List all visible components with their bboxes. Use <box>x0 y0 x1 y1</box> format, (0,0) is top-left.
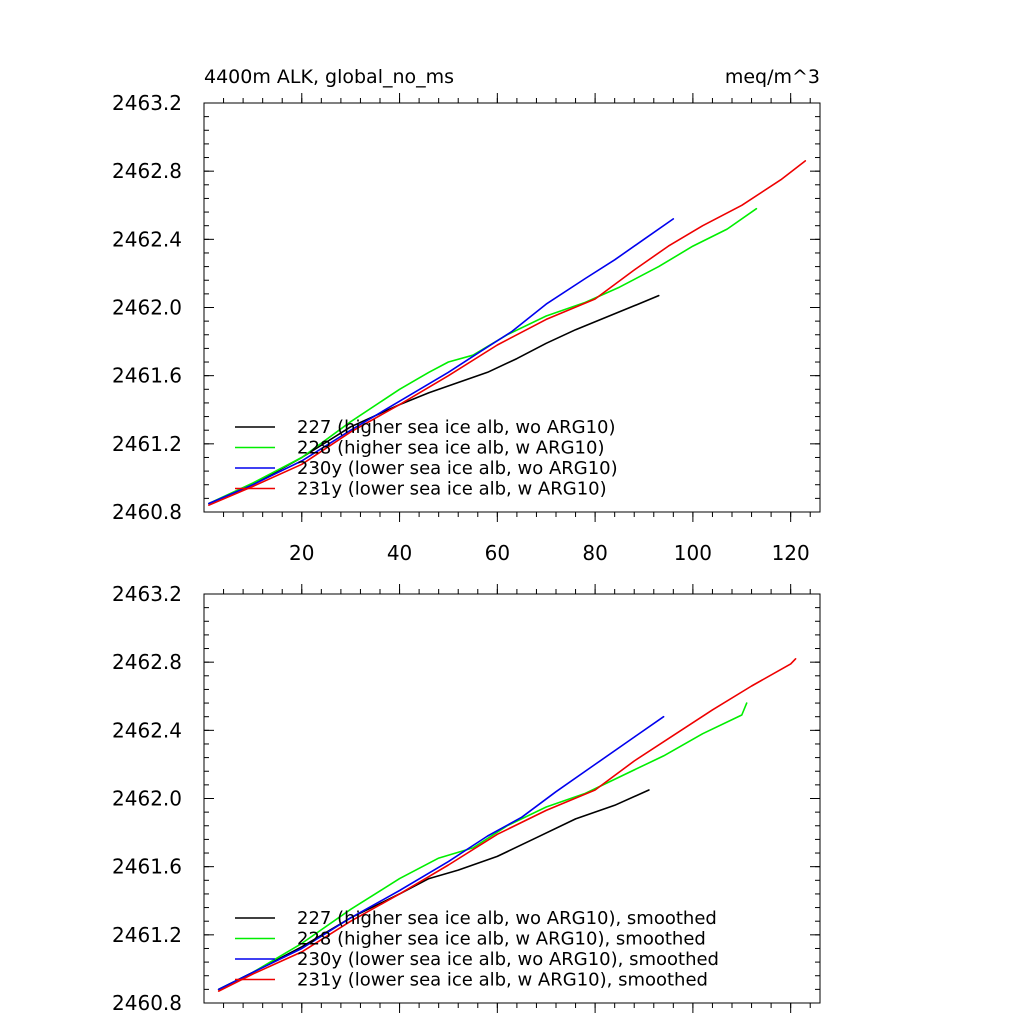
legend-entry: 227 (higher sea ice alb, wo ARG10) <box>297 417 616 438</box>
bottom-panel: 2460.8 2461.2 2461.6 2462.0 2462.4 2462.8 2463… <box>112 582 821 1015</box>
series-line-230y <box>208 218 675 505</box>
x-tick-label: 60 <box>485 541 510 565</box>
y-tick-label: 2463.2 <box>112 582 182 606</box>
legend-entry: 231y (lower sea ice alb, w ARG10), smoot… <box>297 970 708 991</box>
legend-entry: 230y (lower sea ice alb, wo ARG10) <box>297 458 618 479</box>
y-tick-label: 2461.2 <box>112 432 182 456</box>
legend-entry: 231y (lower sea ice alb, w ARG10) <box>297 479 607 500</box>
y-tick-label: 2460.8 <box>112 500 182 524</box>
y-tick-label: 2461.6 <box>112 364 182 388</box>
legend-entry: 230y (lower sea ice alb, wo ARG10), smoo… <box>297 949 719 970</box>
y-tick-label: 2462.8 <box>112 159 182 183</box>
y-tick-label: 2463.2 <box>112 91 182 115</box>
x-tick-label: 120 <box>772 541 810 565</box>
y-tick-label: 2462.4 <box>112 718 182 742</box>
y-tick-label: 2460.8 <box>112 991 182 1015</box>
y-tick-label: 2462.0 <box>112 787 182 811</box>
legend-entry: 227 (higher sea ice alb, wo ARG10), smoo… <box>297 908 717 929</box>
top-panel: 2460.8 2461.2 2461.6 2462.0 2462.4 2462.8 2463… <box>112 66 821 565</box>
series-line-231y <box>208 160 807 506</box>
y-tick-label: 2461.2 <box>112 923 182 947</box>
x-tick-label: 80 <box>582 541 607 565</box>
y-tick-label: 2461.6 <box>112 855 182 879</box>
series-line-231y-smoothed <box>217 658 797 992</box>
legend-entry: 228 (higher sea ice alb, w ARG10), smoot… <box>297 929 706 950</box>
y-tick-label: 2462.0 <box>112 296 182 320</box>
x-tick-label: 40 <box>387 541 412 565</box>
x-tick-label: 100 <box>674 541 712 565</box>
chart-title: 4400m ALK, global_no_ms <box>204 66 454 88</box>
x-tick-label: 20 <box>289 541 314 565</box>
series-line-227-smoothed <box>217 789 650 991</box>
y-tick-label: 2462.8 <box>112 650 182 674</box>
units-label: meq/m^3 <box>725 66 820 88</box>
legend-entry: 228 (higher sea ice alb, w ARG10) <box>297 438 604 459</box>
y-tick-label: 2462.4 <box>112 227 182 251</box>
series-line-230y-smoothed <box>217 715 665 991</box>
